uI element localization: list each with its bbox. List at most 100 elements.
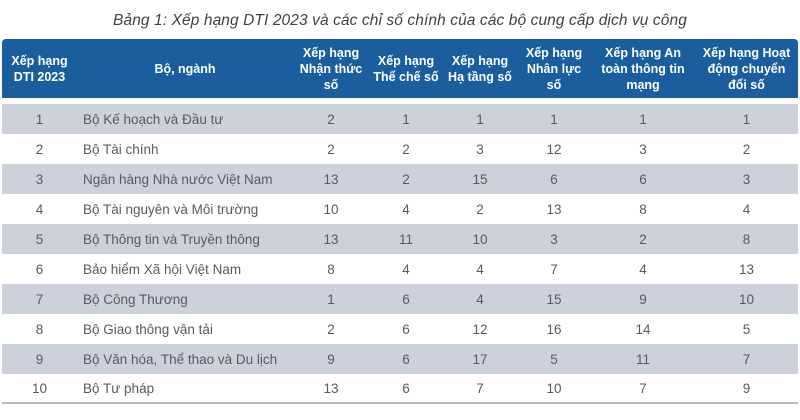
ranking-value-cell: 2 bbox=[293, 314, 369, 344]
ranking-value-cell: 6 bbox=[591, 164, 695, 194]
column-header-human-resources: Xếp hạng Nhân lực số bbox=[517, 39, 591, 104]
ranking-value-cell: 1 bbox=[443, 104, 517, 134]
table-body: 1 Bộ Kế hoạch và Đầu tư 2 1 1 1 1 1 2 Bộ Tài chín… bbox=[2, 104, 798, 404]
ranking-value-cell: 4 bbox=[369, 194, 443, 224]
table-row: 6 Bảo hiểm Xã hội Việt Nam 8 4 4 7 4 13 bbox=[2, 254, 798, 284]
column-header-institution: Xếp hạng Thể chế số bbox=[369, 39, 443, 104]
ranking-value-cell: 13 bbox=[293, 374, 369, 404]
ranking-value-cell: 3 bbox=[443, 134, 517, 164]
ranking-value-cell: 1 bbox=[591, 104, 695, 134]
ranking-value-cell: 10 bbox=[517, 374, 591, 404]
ranking-value-cell: 10 bbox=[695, 284, 798, 314]
ministry-name-cell: Bộ Thông tin và Truyền thông bbox=[77, 224, 293, 254]
ranking-value-cell: 14 bbox=[591, 314, 695, 344]
ranking-value-cell: 5 bbox=[517, 344, 591, 374]
ranking-value-cell: 7 bbox=[443, 374, 517, 404]
ranking-value-cell: 13 bbox=[293, 164, 369, 194]
ranking-value-cell: 2 bbox=[591, 224, 695, 254]
ranking-value-cell: 4 bbox=[443, 254, 517, 284]
column-header-ministry: Bộ, ngành bbox=[77, 39, 293, 104]
ranking-value-cell: 6 bbox=[369, 374, 443, 404]
rank-cell: 10 bbox=[2, 374, 77, 404]
ranking-value-cell: 9 bbox=[293, 344, 369, 374]
ranking-value-cell: 2 bbox=[293, 134, 369, 164]
ranking-value-cell: 2 bbox=[695, 134, 798, 164]
ranking-value-cell: 1 bbox=[695, 104, 798, 134]
rank-cell: 4 bbox=[2, 194, 77, 224]
dti-ranking-table: Xếp hạng DTI 2023 Bộ, ngành Xếp hạng Nhậ… bbox=[2, 39, 798, 404]
ranking-value-cell: 13 bbox=[293, 224, 369, 254]
ranking-value-cell: 6 bbox=[517, 164, 591, 194]
ranking-value-cell: 3 bbox=[517, 224, 591, 254]
ranking-value-cell: 3 bbox=[591, 134, 695, 164]
column-header-awareness: Xếp hạng Nhận thức số bbox=[293, 39, 369, 104]
ranking-value-cell: 4 bbox=[443, 284, 517, 314]
ranking-value-cell: 6 bbox=[369, 314, 443, 344]
ranking-value-cell: 6 bbox=[369, 284, 443, 314]
ministry-name-cell: Bộ Tài chính bbox=[77, 134, 293, 164]
table-row: 8 Bộ Giao thông vận tải 2 6 12 16 14 5 bbox=[2, 314, 798, 344]
ranking-value-cell: 2 bbox=[293, 104, 369, 134]
ministry-name-cell: Ngân hàng Nhà nước Việt Nam bbox=[77, 164, 293, 194]
ranking-value-cell: 15 bbox=[517, 284, 591, 314]
ranking-value-cell: 11 bbox=[369, 224, 443, 254]
ranking-value-cell: 8 bbox=[591, 194, 695, 224]
table-row: 9 Bộ Văn hóa, Thể thao và Du lịch 9 6 17 5 11 7 bbox=[2, 344, 798, 374]
ranking-value-cell: 5 bbox=[695, 314, 798, 344]
ministry-name-cell: Bảo hiểm Xã hội Việt Nam bbox=[77, 254, 293, 284]
rank-cell: 9 bbox=[2, 344, 77, 374]
ministry-name-cell: Bộ Công Thương bbox=[77, 284, 293, 314]
ranking-value-cell: 1 bbox=[293, 284, 369, 314]
ranking-value-cell: 8 bbox=[293, 254, 369, 284]
column-header-dx-activity: Xếp hạng Hoạt động chuyển đổi số bbox=[695, 39, 798, 104]
ministry-name-cell: Bộ Văn hóa, Thể thao và Du lịch bbox=[77, 344, 293, 374]
table-caption: Bảng 1: Xếp hạng DTI 2023 và các chỉ số … bbox=[113, 12, 687, 29]
rank-cell: 1 bbox=[2, 104, 77, 134]
table-row: 10 Bộ Tư pháp 13 6 7 10 7 9 bbox=[2, 374, 798, 404]
ranking-value-cell: 9 bbox=[695, 374, 798, 404]
ranking-value-cell: 9 bbox=[591, 284, 695, 314]
column-header-cybersecurity: Xếp hạng An toàn thông tin mạng bbox=[591, 39, 695, 104]
ranking-value-cell: 16 bbox=[517, 314, 591, 344]
ranking-value-cell: 7 bbox=[695, 344, 798, 374]
ranking-value-cell: 4 bbox=[695, 194, 798, 224]
table-row: 2 Bộ Tài chính 2 2 3 12 3 2 bbox=[2, 134, 798, 164]
ranking-value-cell: 15 bbox=[443, 164, 517, 194]
ranking-value-cell: 2 bbox=[369, 164, 443, 194]
ranking-value-cell: 1 bbox=[369, 104, 443, 134]
table-header: Xếp hạng DTI 2023 Bộ, ngành Xếp hạng Nhậ… bbox=[2, 39, 798, 104]
ranking-value-cell: 2 bbox=[369, 134, 443, 164]
ranking-value-cell: 17 bbox=[443, 344, 517, 374]
table-row: 7 Bộ Công Thương 1 6 4 15 9 10 bbox=[2, 284, 798, 314]
ranking-value-cell: 3 bbox=[695, 164, 798, 194]
column-header-infrastructure: Xếp hạng Hạ tầng số bbox=[443, 39, 517, 104]
ranking-value-cell: 13 bbox=[517, 194, 591, 224]
ranking-value-cell: 7 bbox=[517, 254, 591, 284]
rank-cell: 7 bbox=[2, 284, 77, 314]
ranking-value-cell: 1 bbox=[517, 104, 591, 134]
ranking-value-cell: 10 bbox=[293, 194, 369, 224]
ranking-value-cell: 6 bbox=[369, 344, 443, 374]
table-row: 5 Bộ Thông tin và Truyền thông 13 11 10 3 2 8 bbox=[2, 224, 798, 254]
ranking-value-cell: 8 bbox=[695, 224, 798, 254]
ranking-value-cell: 4 bbox=[369, 254, 443, 284]
table-row: 3 Ngân hàng Nhà nước Việt Nam 13 2 15 6 6 3 bbox=[2, 164, 798, 194]
ranking-value-cell: 2 bbox=[443, 194, 517, 224]
ranking-value-cell: 10 bbox=[443, 224, 517, 254]
rank-cell: 5 bbox=[2, 224, 77, 254]
ministry-name-cell: Bộ Tài nguyên và Môi trường bbox=[77, 194, 293, 224]
ranking-value-cell: 7 bbox=[591, 374, 695, 404]
header-row: Xếp hạng DTI 2023 Bộ, ngành Xếp hạng Nhậ… bbox=[2, 39, 798, 104]
rank-cell: 8 bbox=[2, 314, 77, 344]
ministry-name-cell: Bộ Tư pháp bbox=[77, 374, 293, 404]
table-row: 1 Bộ Kế hoạch và Đầu tư 2 1 1 1 1 1 bbox=[2, 104, 798, 134]
ranking-value-cell: 12 bbox=[517, 134, 591, 164]
column-header-dti-rank: Xếp hạng DTI 2023 bbox=[2, 39, 77, 104]
ministry-name-cell: Bộ Giao thông vận tải bbox=[77, 314, 293, 344]
rank-cell: 2 bbox=[2, 134, 77, 164]
ranking-value-cell: 4 bbox=[591, 254, 695, 284]
ranking-value-cell: 13 bbox=[695, 254, 798, 284]
rank-cell: 3 bbox=[2, 164, 77, 194]
rank-cell: 6 bbox=[2, 254, 77, 284]
ranking-value-cell: 12 bbox=[443, 314, 517, 344]
